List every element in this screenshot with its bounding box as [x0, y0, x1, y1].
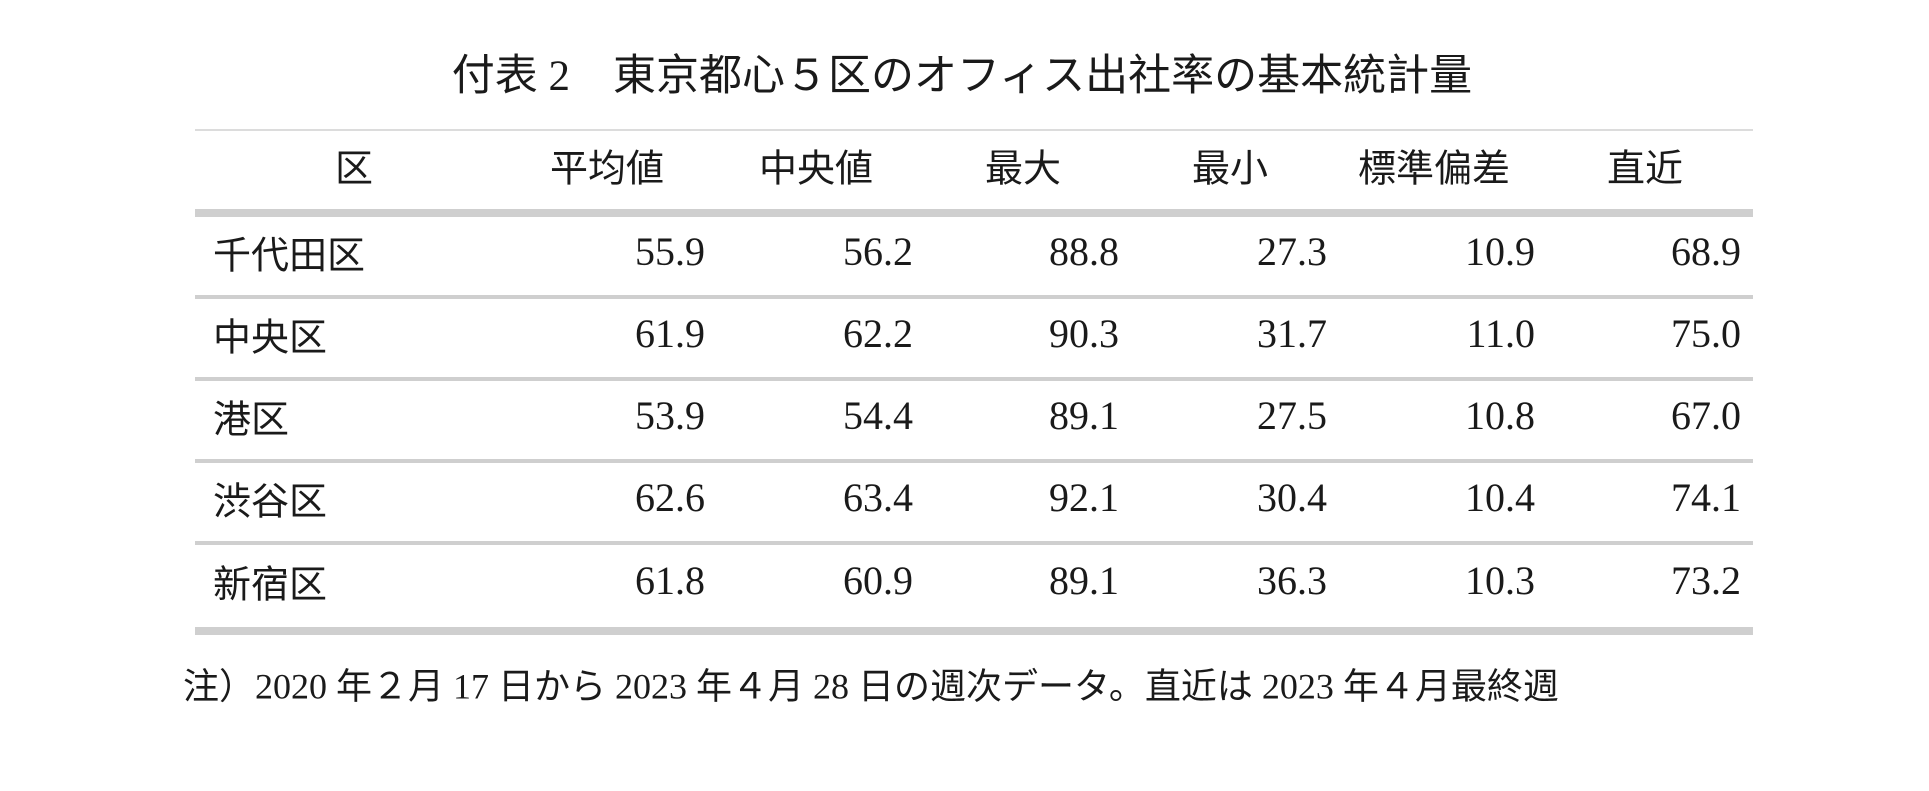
cell-value: 92.1	[1049, 475, 1119, 520]
cell-value: 61.8	[635, 558, 705, 603]
cell-value: 10.4	[1465, 475, 1535, 520]
cell-value: 61.9	[635, 311, 705, 356]
cell-value: 54.4	[843, 393, 913, 438]
cell-value: 68.9	[1671, 229, 1741, 274]
column-header: 平均値	[550, 149, 664, 191]
row-label: 千代田区	[213, 236, 365, 278]
row-label: 中央区	[213, 318, 327, 360]
table-title: 付表 2 東京都心５区のオフィス出社率の基本統計量	[452, 52, 1472, 100]
cell-value: 10.8	[1465, 393, 1535, 438]
column-header: 区	[335, 149, 373, 191]
cell-value: 55.9	[635, 229, 705, 274]
cell-value: 90.3	[1049, 311, 1119, 356]
cell-value: 63.4	[843, 475, 913, 520]
column-header: 中央値	[759, 149, 873, 191]
cell-value: 53.9	[635, 393, 705, 438]
cell-value: 62.2	[843, 311, 913, 356]
cell-value: 74.1	[1671, 475, 1741, 520]
column-header: 最大	[985, 149, 1061, 191]
cell-value: 11.0	[1466, 311, 1535, 356]
cell-value: 27.3	[1257, 229, 1327, 274]
cell-value: 30.4	[1257, 475, 1327, 520]
cell-value: 67.0	[1671, 393, 1741, 438]
cell-value: 75.0	[1671, 311, 1741, 356]
row-label: 渋谷区	[213, 482, 327, 524]
row-label: 新宿区	[213, 565, 327, 607]
cell-value: 73.2	[1671, 558, 1741, 603]
column-header: 直近	[1607, 149, 1683, 191]
cell-value: 31.7	[1257, 311, 1327, 356]
column-header: 最小	[1192, 149, 1268, 191]
cell-value: 60.9	[843, 558, 913, 603]
cell-value: 10.9	[1465, 229, 1535, 274]
cell-value: 10.3	[1465, 558, 1535, 603]
cell-value: 88.8	[1049, 229, 1119, 274]
cell-value: 89.1	[1049, 558, 1119, 603]
column-header: 標準偏差	[1358, 149, 1510, 191]
table-note: 注）2020 年２月 17 日から 2023 年４月 28 日の週次データ。直近…	[183, 666, 1559, 706]
cell-value: 62.6	[635, 475, 705, 520]
cell-value: 56.2	[843, 229, 913, 274]
cell-value: 27.5	[1257, 393, 1327, 438]
cell-value: 89.1	[1049, 393, 1119, 438]
cell-value: 36.3	[1257, 558, 1327, 603]
row-label: 港区	[213, 400, 289, 442]
